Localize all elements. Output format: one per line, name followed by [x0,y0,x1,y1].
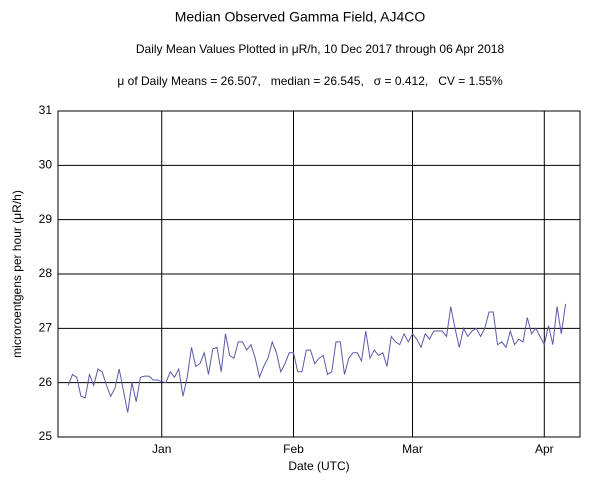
y-tick-label: 28 [39,266,53,280]
chart-subtitle: Daily Mean Values Plotted in μR/h, 10 De… [136,42,505,56]
y-tick-label: 26 [39,375,53,389]
x-tick-label: Feb [283,442,304,456]
x-tick-label: Apr [535,442,554,456]
chart-title: Median Observed Gamma Field, AJ4CO [175,9,426,25]
x-axis-label: Date (UTC) [288,459,349,473]
y-tick-label: 30 [39,158,53,172]
y-axis-label: microroentgens per hour (μR/h) [10,190,24,358]
stats-annotation: μ of Daily Means = 26.507, median = 26.5… [117,74,503,88]
x-tick-label: Jan [152,442,171,456]
y-tick-label: 25 [39,429,53,443]
y-tick-label: 29 [39,212,53,226]
x-tick-label: Mar [402,442,423,456]
data-line [67,303,567,413]
y-tick-label: 27 [39,321,53,335]
y-tick-label: 31 [39,103,53,117]
